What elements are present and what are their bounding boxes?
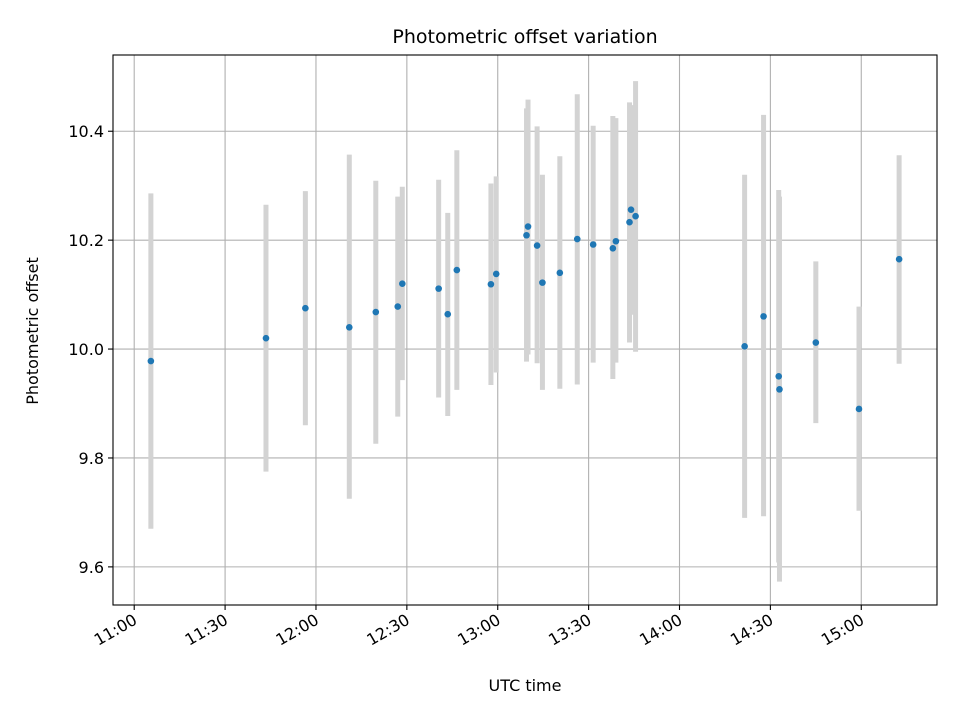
data-point: [632, 212, 639, 220]
x-axis-title: UTC time: [489, 676, 562, 695]
chart-title: Photometric offset variation: [392, 26, 657, 48]
y-tick-label: 10.4: [68, 122, 104, 141]
data-point: [612, 237, 620, 245]
data-point: [609, 245, 617, 252]
data-point: [855, 405, 863, 413]
data-point: [573, 235, 581, 243]
data-point: [627, 206, 635, 213]
data-point: [262, 334, 270, 342]
data-point: [589, 241, 597, 248]
y-tick-label: 10.2: [68, 231, 104, 250]
data-point: [775, 372, 783, 380]
data-point: [812, 339, 820, 346]
data-point: [435, 285, 442, 292]
plot-frame: [112, 54, 938, 606]
data-point: [345, 323, 353, 331]
y-axis-title: Photometric offset: [23, 257, 42, 405]
data-point: [523, 231, 530, 239]
data-point: [895, 255, 903, 263]
data-point: [492, 270, 500, 278]
data-point: [394, 303, 402, 310]
data-point: [524, 223, 532, 230]
data-point: [776, 386, 783, 393]
data-point: [487, 280, 495, 288]
data-point: [372, 308, 380, 316]
y-axis: 9.6 9.8 10.0 10.2 10.4: [68, 122, 113, 577]
data-point: [626, 218, 633, 226]
data-points: [147, 206, 903, 413]
y-tick-label: 9.8: [79, 449, 104, 468]
data-point: [539, 279, 546, 286]
data-point: [760, 313, 767, 320]
data-point: [453, 266, 461, 274]
y-tick-label: 10.0: [68, 340, 104, 359]
y-tick-label: 9.6: [79, 558, 104, 577]
data-point: [302, 304, 309, 312]
data-point: [444, 310, 452, 318]
data-point: [556, 269, 564, 277]
data-point: [533, 242, 541, 249]
data-point: [399, 280, 406, 288]
data-point: [147, 357, 155, 365]
data-point: [741, 343, 748, 350]
